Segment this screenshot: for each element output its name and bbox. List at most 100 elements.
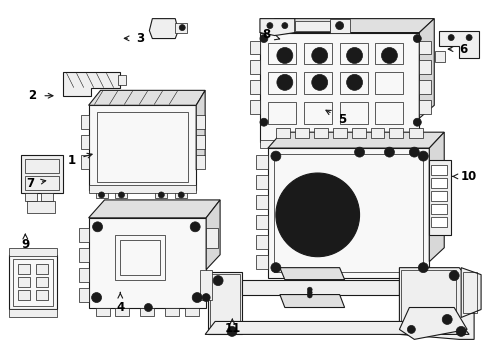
Polygon shape [267, 132, 443, 148]
Circle shape [260, 35, 267, 42]
Bar [196, 155, 205, 169]
Circle shape [270, 263, 280, 273]
Circle shape [202, 293, 210, 302]
Bar [9, 255, 57, 310]
Bar [196, 135, 205, 149]
Polygon shape [196, 90, 205, 170]
Text: 3: 3 [124, 32, 143, 45]
Text: 6: 6 [447, 42, 467, 55]
Bar [79, 248, 88, 262]
Bar [200, 270, 212, 300]
Circle shape [179, 24, 185, 31]
Bar [329, 19, 349, 32]
Bar [25, 176, 59, 190]
Bar [155, 190, 167, 198]
Circle shape [354, 147, 364, 157]
Circle shape [316, 80, 322, 85]
Circle shape [306, 293, 312, 298]
Bar [430, 217, 447, 227]
Bar [249, 60, 260, 75]
Circle shape [447, 35, 453, 41]
Circle shape [266, 23, 272, 28]
Bar [140, 307, 154, 316]
Circle shape [118, 192, 124, 198]
Bar [401, 270, 455, 334]
Bar [255, 155, 267, 169]
Circle shape [306, 290, 312, 295]
Bar [79, 228, 88, 242]
Polygon shape [88, 200, 220, 218]
Bar [332, 128, 346, 138]
Bar [18, 289, 30, 300]
Bar [115, 190, 127, 198]
Polygon shape [260, 19, 433, 32]
Bar [419, 100, 430, 114]
Bar [79, 288, 88, 302]
Bar [303, 42, 331, 64]
Circle shape [407, 325, 414, 333]
Bar [196, 115, 205, 129]
Bar [339, 42, 367, 64]
Polygon shape [260, 19, 294, 36]
Circle shape [281, 23, 287, 28]
Bar [249, 80, 260, 94]
Polygon shape [419, 19, 433, 118]
Bar [419, 80, 430, 94]
Bar [428, 160, 450, 235]
Bar [175, 190, 187, 198]
Polygon shape [279, 294, 344, 307]
Text: 7: 7 [26, 177, 45, 190]
Bar [88, 105, 196, 190]
Bar [255, 215, 267, 229]
Circle shape [408, 147, 419, 157]
Bar [81, 135, 88, 149]
Circle shape [281, 53, 287, 58]
Bar [95, 190, 107, 198]
Bar [267, 42, 295, 64]
Circle shape [190, 222, 200, 232]
Circle shape [351, 53, 357, 58]
Circle shape [412, 118, 421, 126]
Circle shape [455, 327, 465, 336]
Bar [41, 193, 53, 201]
Bar [267, 102, 295, 124]
Circle shape [299, 197, 335, 233]
Bar [260, 32, 419, 142]
Polygon shape [208, 272, 242, 334]
Circle shape [99, 192, 104, 198]
Bar [430, 165, 447, 175]
Polygon shape [206, 200, 220, 270]
Bar [419, 41, 430, 54]
Bar [375, 102, 403, 124]
Circle shape [441, 315, 451, 324]
Circle shape [384, 147, 394, 157]
Bar [434, 50, 444, 62]
Bar [115, 235, 165, 280]
Bar [206, 228, 218, 248]
Bar [462, 272, 476, 314]
Circle shape [311, 48, 327, 63]
Circle shape [260, 118, 267, 126]
Bar [185, 307, 199, 316]
Polygon shape [205, 321, 468, 334]
Circle shape [281, 80, 287, 85]
Bar [388, 128, 403, 138]
Circle shape [448, 271, 458, 280]
Polygon shape [149, 19, 178, 39]
Bar [9, 248, 57, 256]
Bar [260, 140, 419, 148]
Circle shape [270, 151, 280, 161]
Bar [120, 240, 160, 275]
Bar [430, 204, 447, 214]
Circle shape [92, 222, 102, 232]
Polygon shape [399, 268, 473, 339]
Bar [25, 159, 59, 173]
Bar [36, 276, 48, 287]
Bar [303, 72, 331, 94]
Text: 1: 1 [67, 153, 92, 167]
Bar [21, 155, 62, 193]
Bar [249, 41, 260, 54]
Circle shape [158, 192, 164, 198]
Circle shape [381, 48, 397, 63]
Bar [81, 115, 88, 129]
